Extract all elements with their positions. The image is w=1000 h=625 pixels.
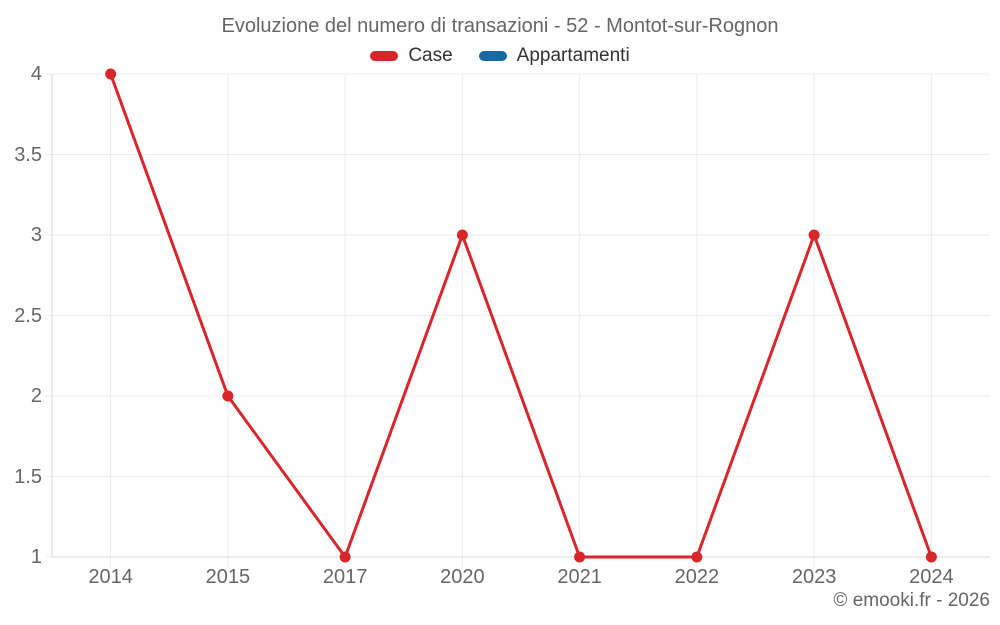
data-point-case[interactable] — [222, 390, 234, 402]
series-line-case — [109, 73, 933, 559]
y-axis-label: 3 — [30, 224, 42, 246]
x-axis-label: 2020 — [440, 566, 485, 588]
legend: Case Appartamenti — [0, 45, 1000, 67]
y-axis-label: 1 — [30, 546, 42, 568]
x-axis-label: 2024 — [909, 566, 954, 588]
y-axis-label: 4 — [30, 63, 42, 85]
x-axis-label: 2021 — [557, 566, 602, 588]
data-point-case[interactable] — [105, 68, 117, 80]
legend-swatch-icon — [478, 51, 507, 61]
chart-title: Evoluzione del numero di transazioni - 5… — [221, 15, 779, 37]
data-point-case[interactable] — [691, 551, 703, 563]
legend-item-label: Case — [408, 45, 453, 66]
x-axis-label: 2014 — [88, 566, 133, 588]
y-axis-label: 1.5 — [14, 465, 42, 488]
x-axis-label: 2022 — [674, 566, 720, 588]
data-point-case[interactable] — [808, 229, 820, 241]
legend-item-case[interactable]: Case — [370, 45, 453, 67]
data-point-case[interactable] — [456, 229, 468, 241]
legend-item-appartamenti[interactable]: Appartamenti — [478, 45, 630, 67]
x-axis-label: 2023 — [791, 566, 837, 588]
data-point-case[interactable] — [925, 551, 937, 563]
legend-swatch-icon — [370, 51, 399, 61]
x-axis-label: 2015 — [205, 566, 251, 588]
y-axis-label: 2.5 — [14, 304, 42, 327]
data-point-case[interactable] — [339, 551, 351, 563]
credits-link[interactable]: © emooki.fr - 2026 — [833, 590, 990, 611]
legend-item-label: Appartamenti — [516, 45, 630, 66]
y-axis-label: 2 — [30, 385, 42, 407]
data-point-case[interactable] — [574, 551, 586, 563]
x-axis-label: 2017 — [322, 566, 368, 588]
y-axis-label: 3.5 — [14, 143, 42, 166]
